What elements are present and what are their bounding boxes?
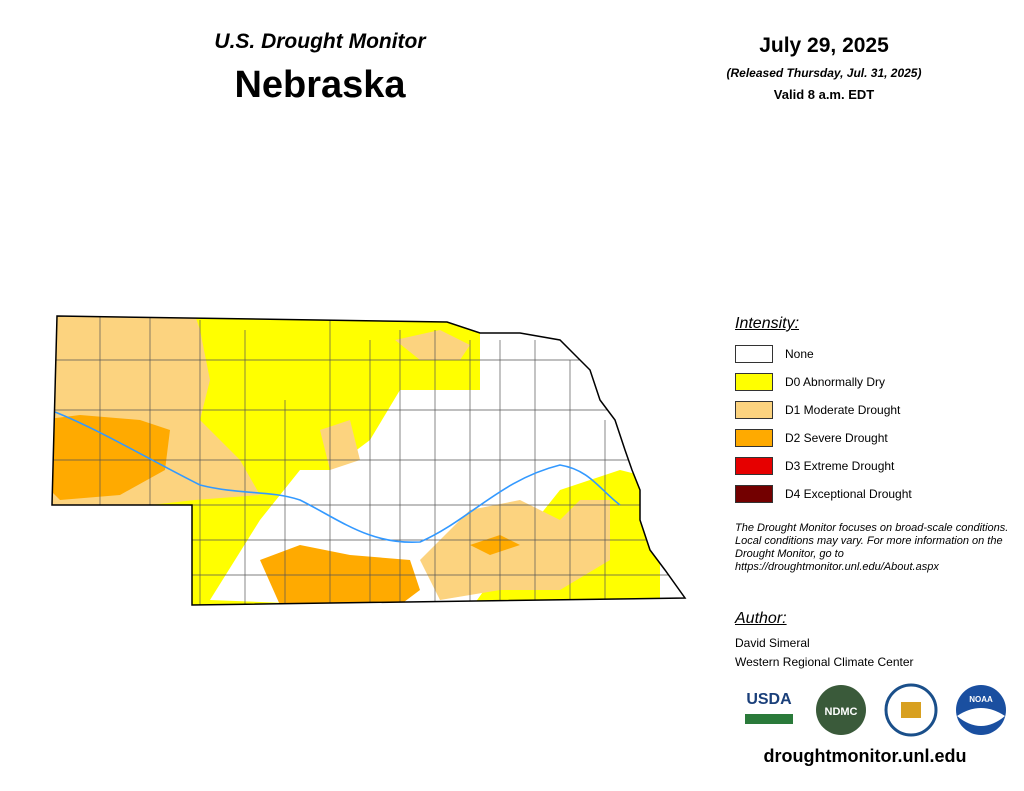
- legend-item: D3 Extreme Drought: [735, 456, 894, 476]
- legend-label: D1 Moderate Drought: [785, 403, 901, 417]
- legend-swatch: [735, 457, 773, 475]
- legend-label: None: [785, 347, 814, 361]
- author-name: David Simeral: [735, 636, 810, 650]
- legend-label: D3 Extreme Drought: [785, 459, 895, 473]
- legend-item: None: [735, 344, 814, 364]
- legend-label: D4 Exceptional Drought: [785, 487, 912, 501]
- logo-usda: USDA: [746, 691, 792, 708]
- date: July 29, 2025: [759, 34, 889, 57]
- logos: USDA NDMC NOAA: [745, 683, 1006, 737]
- title: Nebraska: [234, 64, 406, 106]
- released: (Released Thursday, Jul. 31, 2025): [726, 66, 922, 80]
- state-outline: [51, 315, 687, 606]
- author-heading: Author:: [735, 610, 787, 627]
- legend-heading: Intensity:: [735, 315, 800, 332]
- author-org: Western Regional Climate Center: [735, 655, 914, 669]
- footer-url: droughtmonitor.unl.edu: [763, 746, 967, 766]
- logo-noaa: NOAA: [969, 695, 993, 704]
- legend-swatch: [735, 485, 773, 503]
- legend-label: D2 Severe Drought: [785, 431, 888, 445]
- legend-swatch: [735, 401, 773, 419]
- legend-swatch: [735, 345, 773, 363]
- valid: Valid 8 a.m. EDT: [773, 87, 875, 102]
- map: [51, 315, 687, 606]
- legend-label: D0 Abnormally Dry: [785, 375, 886, 389]
- legend-swatch: [735, 429, 773, 447]
- logo-ndmc: NDMC: [825, 706, 858, 718]
- legend-item: D2 Severe Drought: [735, 428, 888, 448]
- note: The Drought Monitor focuses on broad-sca…: [735, 522, 1009, 573]
- legend-item: D4 Exceptional Drought: [735, 484, 912, 504]
- legend: None D0 Abnormally Dry D1 Moderate Drought…: [735, 344, 995, 514]
- legend-swatch: [735, 373, 773, 391]
- legend-item: D1 Moderate Drought: [735, 400, 900, 420]
- subtitle: U.S. Drought Monitor: [214, 30, 426, 53]
- drought-areas: [52, 316, 685, 605]
- legend-item: D0 Abnormally Dry: [735, 372, 885, 392]
